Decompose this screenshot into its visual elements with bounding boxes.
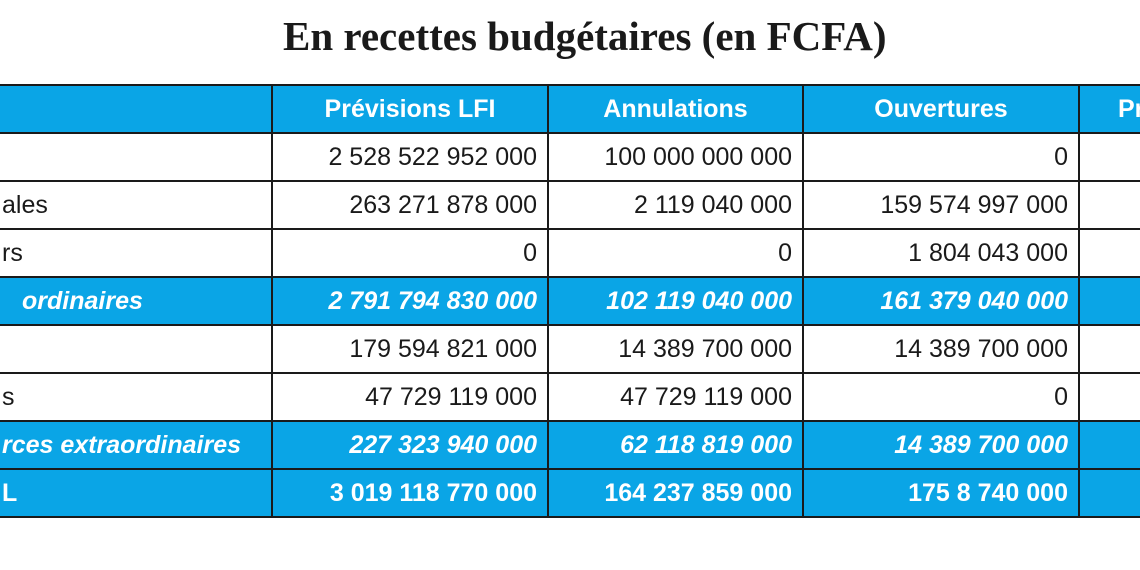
row-label [0,132,273,182]
total-row: L 3 019 118 770 000 164 237 859 000 175 … [0,468,1140,518]
header-cell-ouvertures: Ouvertures [802,84,1080,134]
cell-ouvertures: 161 379 040 000 [802,276,1080,326]
cell-annulations: 164 237 859 000 [547,468,804,518]
cell-annulations: 0 [547,228,804,278]
cell-truncated [1078,372,1140,422]
budget-table: Prévisions LFI Annulations Ouvertures Pr… [0,84,1140,518]
header-cell-label [0,84,273,134]
table-row: ales 263 271 878 000 2 119 040 000 159 5… [0,180,1140,230]
header-cell-annulations: Annulations [547,84,804,134]
cell-truncated [1078,276,1140,326]
cell-truncated [1078,228,1140,278]
cell-truncated [1078,468,1140,518]
cell-annulations: 47 729 119 000 [547,372,804,422]
header-cell-truncated: Pr [1078,84,1140,134]
cell-ouvertures: 14 389 700 000 [802,420,1080,470]
cell-truncated [1078,324,1140,374]
cell-previsions: 179 594 821 000 [271,324,549,374]
cell-ouvertures: 175 8 740 000 [802,468,1080,518]
cell-previsions: 3 019 118 770 000 [271,468,549,518]
row-label: rs [0,228,273,278]
subtotal-row: rces extraordinaires 227 323 940 000 62 … [0,420,1140,470]
cell-ouvertures: 159 574 997 000 [802,180,1080,230]
row-label: ordinaires [0,276,273,326]
cell-ouvertures: 0 [802,132,1080,182]
header-row: Prévisions LFI Annulations Ouvertures Pr [0,84,1140,134]
cell-truncated [1078,180,1140,230]
table-row: s 47 729 119 000 47 729 119 000 0 [0,372,1140,422]
cell-ouvertures: 0 [802,372,1080,422]
table-row: rs 0 0 1 804 043 000 [0,228,1140,278]
cell-annulations: 102 119 040 000 [547,276,804,326]
cell-annulations: 2 119 040 000 [547,180,804,230]
cell-previsions: 47 729 119 000 [271,372,549,422]
cell-truncated [1078,132,1140,182]
cell-previsions: 2 791 794 830 000 [271,276,549,326]
cell-annulations: 100 000 000 000 [547,132,804,182]
cell-truncated [1078,420,1140,470]
cell-annulations: 14 389 700 000 [547,324,804,374]
subtotal-row: ordinaires 2 791 794 830 000 102 119 040… [0,276,1140,326]
header-cell-previsions: Prévisions LFI [271,84,549,134]
cell-annulations: 62 118 819 000 [547,420,804,470]
cell-previsions: 0 [271,228,549,278]
page-title: En recettes budgétaires (en FCFA) [283,13,887,59]
row-label: rces extraordinaires [0,420,273,470]
row-label: s [0,372,273,422]
row-label: L [0,468,273,518]
cell-previsions: 227 323 940 000 [271,420,549,470]
cell-ouvertures: 14 389 700 000 [802,324,1080,374]
row-label [0,324,273,374]
table-row: 2 528 522 952 000 100 000 000 000 0 [0,132,1140,182]
cell-previsions: 2 528 522 952 000 [271,132,549,182]
cell-ouvertures: 1 804 043 000 [802,228,1080,278]
cell-previsions: 263 271 878 000 [271,180,549,230]
table-row: 179 594 821 000 14 389 700 000 14 389 70… [0,324,1140,374]
row-label: ales [0,180,273,230]
